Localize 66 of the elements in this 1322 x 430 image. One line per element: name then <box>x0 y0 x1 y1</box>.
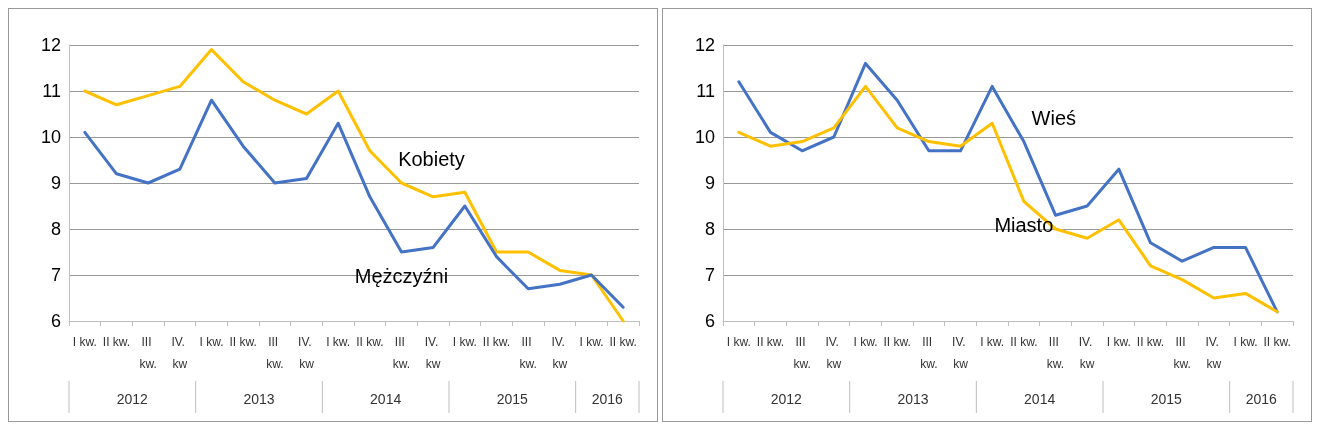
series-label: Kobiety <box>398 148 465 170</box>
text: 2015 <box>1150 391 1183 407</box>
x-tick-label: IV. kw <box>551 335 569 371</box>
x-tick-label: I kw. <box>980 335 1005 349</box>
x-tick-label: II kw. <box>609 335 637 349</box>
x-tick-label: II kw. <box>1010 335 1038 349</box>
x-tick-label: III kw. <box>1046 335 1065 371</box>
x-tick-label: I kw. <box>1106 335 1131 349</box>
series-label: Miasto <box>994 214 1054 237</box>
y-tick-label: 9 <box>704 173 715 193</box>
text: 2012 <box>770 391 803 407</box>
y-tick-label: 10 <box>694 127 715 147</box>
x-tick-label: II kw. <box>1136 335 1165 349</box>
y-tick-label: 9 <box>50 173 61 193</box>
x-tick-label: II kw. <box>356 335 384 349</box>
x-tick-label: III kw. <box>519 335 537 371</box>
y-tick-label: 7 <box>50 265 61 285</box>
text: 2013 <box>897 391 929 407</box>
x-tick-label: II kw. <box>883 335 911 349</box>
x-tick-label: III kw. <box>793 335 811 371</box>
text: 2016 <box>1245 391 1278 407</box>
line-series <box>83 48 625 323</box>
x-tick-label: II kw. <box>482 335 511 349</box>
y-tick-label: 12 <box>694 35 715 55</box>
y-tick-label: 12 <box>40 35 61 55</box>
text: 2012 <box>116 391 149 407</box>
y-tick-label: 11 <box>696 81 715 101</box>
x-tick-label: I kw. <box>72 335 97 349</box>
x-tick-label: IV. kw <box>952 335 969 371</box>
y-tick-label: 11 <box>42 81 61 101</box>
y-tick-label: 10 <box>40 127 61 147</box>
x-tick-label: IV. kw <box>1078 335 1096 371</box>
x-tick-label: III kw. <box>920 335 938 371</box>
series-label: Wieś <box>1031 106 1077 129</box>
y-tick-label: 7 <box>704 265 715 285</box>
x-tick-label: IV. kw <box>171 335 189 371</box>
text: 2016 <box>591 391 624 407</box>
y-tick-label: 8 <box>50 219 61 239</box>
x-tick-label: IV. kw <box>298 335 315 371</box>
x-tick-label: III kw. <box>392 335 411 371</box>
x-tick-label: IV. kw <box>424 335 442 371</box>
text: 2014 <box>1024 391 1056 407</box>
x-tick-label: I kw. <box>726 335 751 349</box>
x-tick-label: I kw. <box>326 335 351 349</box>
text: 2013 <box>243 391 275 407</box>
text: 2014 <box>370 391 402 407</box>
x-tick-label: I kw. <box>853 335 878 349</box>
series-label: Mężczyźni <box>354 265 449 287</box>
x-tick-label: II kw. <box>756 335 785 349</box>
x-tick-label: I kw. <box>579 335 604 349</box>
line-series <box>83 98 625 309</box>
x-tick-label: I kw. <box>199 335 224 349</box>
x-tick-label: II kw. <box>1263 335 1291 349</box>
x-tick-label: III kw. <box>266 335 284 371</box>
y-tick-label: 6 <box>704 311 715 331</box>
x-tick-label: IV. kw <box>1205 335 1223 371</box>
x-tick-label: III kw. <box>1173 335 1191 371</box>
x-tick-label: II kw. <box>229 335 257 349</box>
text: 2015 <box>496 391 529 407</box>
x-tick-label: I kw. <box>452 335 477 349</box>
x-tick-label: II kw. <box>102 335 131 349</box>
y-tick-label: 6 <box>50 311 61 331</box>
y-tick-label: 8 <box>704 219 715 239</box>
x-tick-label: III kw. <box>139 335 157 371</box>
x-tick-label: I kw. <box>1233 335 1258 349</box>
x-tick-label: IV. kw <box>825 335 843 371</box>
